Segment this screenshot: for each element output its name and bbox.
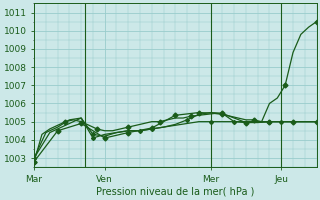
X-axis label: Pression niveau de la mer( hPa ): Pression niveau de la mer( hPa )	[96, 187, 254, 197]
